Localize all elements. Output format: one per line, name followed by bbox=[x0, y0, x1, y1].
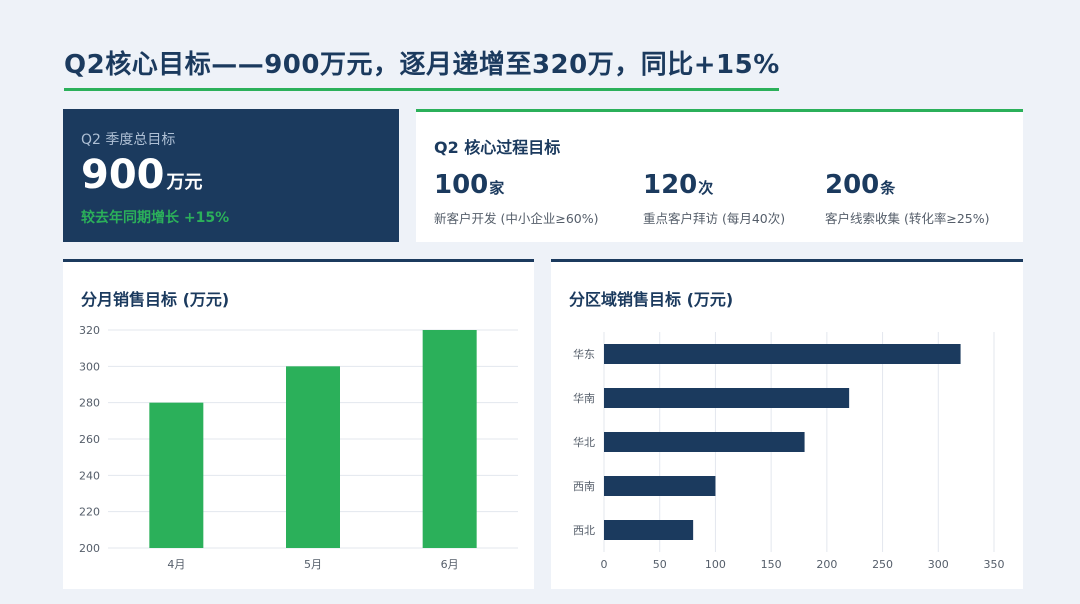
bar-6月 bbox=[422, 330, 477, 548]
metric-desc: 客户线索收集 (转化率≥25%) bbox=[825, 211, 990, 226]
x-tick-label: 200 bbox=[816, 558, 837, 571]
y-tick-label: 300 bbox=[79, 360, 100, 373]
bar-华南 bbox=[604, 388, 850, 408]
y-tick-label: 220 bbox=[79, 506, 100, 519]
bar-4月 bbox=[149, 402, 204, 548]
y-tick-label: 西北 bbox=[573, 524, 595, 537]
x-tick-label: 0 bbox=[601, 558, 608, 571]
bar-华东 bbox=[604, 344, 961, 364]
kpi-growth: 较去年同期增长 +15% bbox=[81, 210, 230, 226]
x-tick-label: 50 bbox=[653, 558, 667, 571]
metric-desc: 重点客户拜访 (每月40次) bbox=[643, 211, 786, 226]
process-title: Q2 核心过程目标 bbox=[434, 138, 561, 157]
metric-key-visits: 120 次 重点客户拜访 (每月40次) bbox=[643, 172, 785, 227]
x-tick-label: 100 bbox=[705, 558, 726, 571]
y-tick-label: 西南 bbox=[573, 480, 595, 493]
x-tick-label: 5月 bbox=[304, 558, 322, 571]
kpi-unit: 万元 bbox=[166, 172, 203, 193]
x-tick-label: 6月 bbox=[441, 558, 459, 571]
metric-new-clients: 100 家 新客户开发 (中小企业≥60%) bbox=[434, 172, 598, 227]
process-goals-card: Q2 核心过程目标 100 家 新客户开发 (中小企业≥60%) 120 次 重… bbox=[416, 109, 1023, 242]
bar-西南 bbox=[604, 476, 716, 496]
y-tick-label: 260 bbox=[79, 433, 100, 446]
y-tick-label: 240 bbox=[79, 469, 100, 482]
x-tick-label: 250 bbox=[872, 558, 893, 571]
metric-leads: 200 条 客户线索收集 (转化率≥25%) bbox=[825, 172, 989, 227]
x-tick-label: 300 bbox=[928, 558, 949, 571]
bar-华北 bbox=[604, 432, 805, 452]
kpi-value: 900 bbox=[81, 152, 165, 198]
y-tick-label: 280 bbox=[79, 397, 100, 410]
x-tick-label: 350 bbox=[984, 558, 1005, 571]
x-tick-label: 150 bbox=[761, 558, 782, 571]
y-tick-label: 华北 bbox=[573, 435, 595, 449]
metric-unit: 家 bbox=[489, 179, 505, 197]
y-tick-label: 320 bbox=[79, 324, 100, 337]
metric-unit: 条 bbox=[880, 179, 896, 197]
y-tick-label: 华南 bbox=[573, 391, 595, 405]
regional-sales-chart-card: 分区域销售目标 (万元) 0 50 100 150 200 250 300 350 华东华南华北… bbox=[551, 259, 1023, 589]
metric-value: 120 bbox=[643, 170, 698, 200]
monthly-chart-title: 分月销售目标 (万元) bbox=[81, 290, 230, 309]
metric-desc: 新客户开发 (中小企业≥60%) bbox=[434, 211, 599, 226]
bar-5月 bbox=[286, 366, 340, 548]
y-tick-label: 200 bbox=[79, 542, 100, 555]
y-tick-label: 华东 bbox=[573, 347, 595, 361]
kpi-label: Q2 季度总目标 bbox=[81, 132, 176, 148]
monthly-sales-chart: 200 220 240 260 280 300 320 4月 5月 6月 bbox=[79, 324, 518, 571]
metric-unit: 次 bbox=[698, 179, 714, 197]
metric-value: 200 bbox=[825, 170, 880, 200]
title-underline bbox=[64, 88, 779, 91]
quarter-total-target-card: Q2 季度总目标 900 万元 较去年同期增长 +15% bbox=[63, 109, 399, 242]
page-title: Q2核心目标——900万元，逐月递增至320万，同比+15% bbox=[64, 50, 780, 80]
regional-chart-title: 分区域销售目标 (万元) bbox=[569, 290, 734, 309]
monthly-sales-chart-card: 分月销售目标 (万元) 200 220 240 260 280 300 320 4月 5月 6月 bbox=[63, 259, 534, 589]
metric-value: 100 bbox=[434, 170, 489, 200]
x-tick-label: 4月 bbox=[167, 558, 185, 571]
bar-西北 bbox=[604, 520, 694, 540]
